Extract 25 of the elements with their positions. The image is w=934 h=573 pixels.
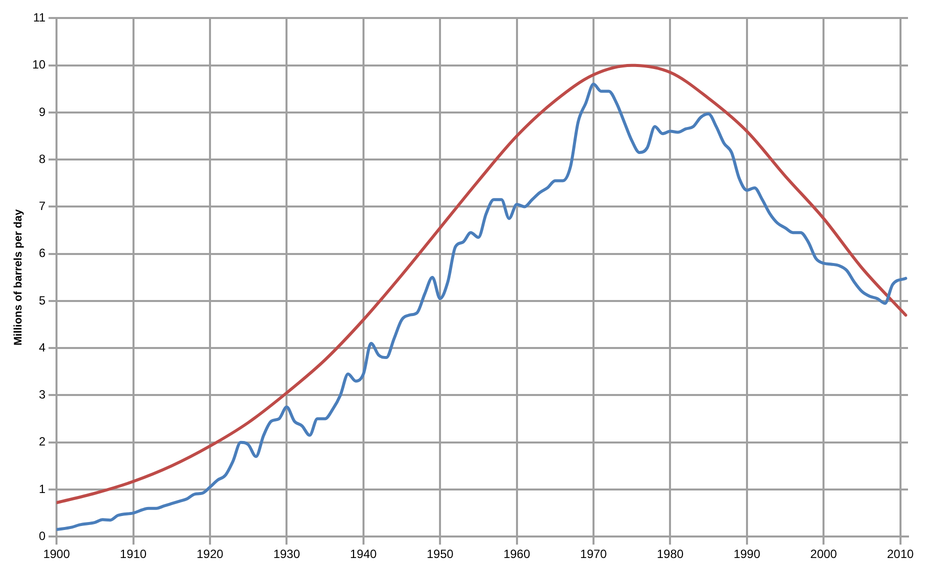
y-tick-label: 2 bbox=[38, 434, 46, 449]
x-tick-label: 1970 bbox=[580, 547, 608, 562]
y-tick-label: 5 bbox=[38, 293, 46, 308]
x-tick-label: 1950 bbox=[426, 547, 454, 562]
y-tick-label: 10 bbox=[32, 58, 46, 72]
y-tick-label: 9 bbox=[38, 104, 46, 119]
y-axis-title: Millions of barrels per day bbox=[12, 208, 25, 346]
x-tick-label: 1980 bbox=[656, 547, 684, 562]
y-tick-label: 7 bbox=[38, 199, 46, 214]
y-tick-label: 4 bbox=[38, 340, 46, 354]
x-tick-label: 1940 bbox=[350, 547, 378, 562]
y-tick-label: 11 bbox=[33, 10, 46, 25]
y-tick-label: 1 bbox=[38, 482, 46, 496]
x-tick-label: 1900 bbox=[43, 547, 70, 562]
x-tick-label: 1930 bbox=[273, 547, 300, 562]
y-tick-label: 3 bbox=[38, 388, 46, 402]
x-tick-label: 2000 bbox=[810, 547, 838, 562]
x-tick-label: 1960 bbox=[503, 547, 530, 562]
x-tick-label: 1910 bbox=[120, 547, 147, 562]
x-tick-label: 2010 bbox=[886, 547, 914, 562]
y-tick-label: 0 bbox=[38, 528, 46, 543]
x-tick-label: 1990 bbox=[734, 547, 761, 562]
y-tick-label: 8 bbox=[38, 152, 46, 166]
x-tick-label: 1920 bbox=[196, 547, 224, 562]
y-tick-label: 6 bbox=[38, 246, 46, 260]
